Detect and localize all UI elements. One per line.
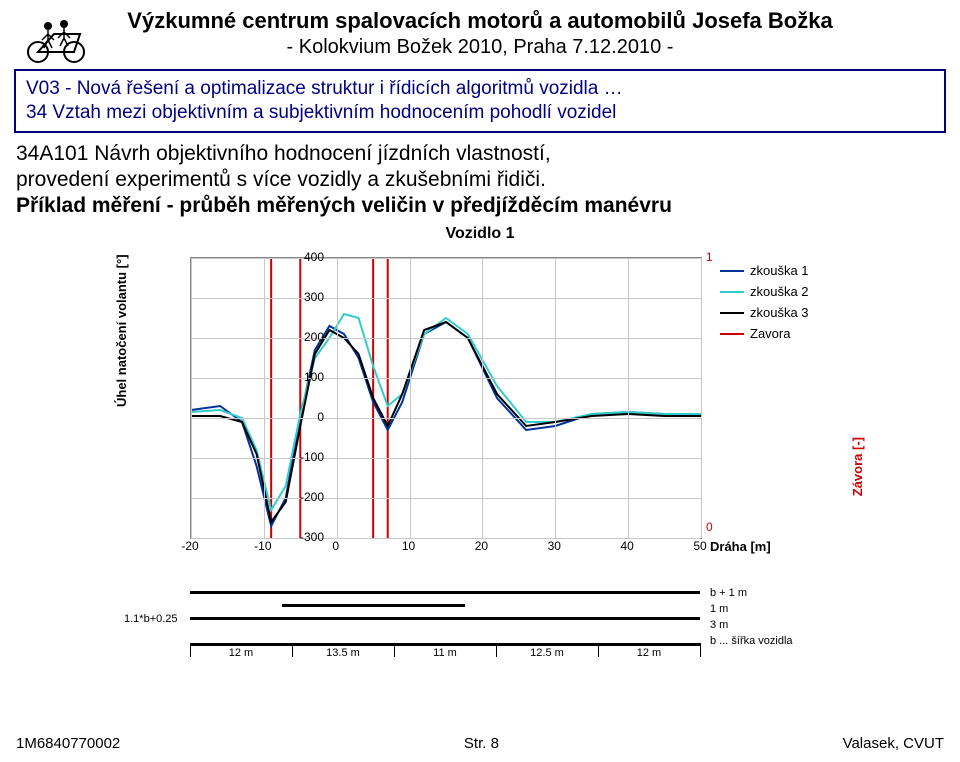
legend-swatch xyxy=(720,270,744,272)
x-tick: 40 xyxy=(612,539,642,553)
x-tick: 30 xyxy=(539,539,569,553)
x-tick: 10 xyxy=(394,539,424,553)
footer-center: Str. 8 xyxy=(464,735,499,752)
x-tick: 20 xyxy=(466,539,496,553)
legend-label: zkouška 3 xyxy=(750,305,809,320)
box-line-2: 34 Vztah mezi objektivním a subjektivním… xyxy=(26,101,934,125)
x-tick: -20 xyxy=(175,539,205,553)
section-box: V03 - Nová řešení a optimalizace struktu… xyxy=(14,69,946,133)
track-side-label: 1 m xyxy=(710,603,728,615)
track-formula: 1.1*b+0.25 xyxy=(124,613,178,625)
body-line-1b: provedení experimentů s více vozidly a z… xyxy=(16,167,944,193)
y-tick: 400 xyxy=(274,250,324,264)
y-tick: 300 xyxy=(274,290,324,304)
legend-label: zkouška 2 xyxy=(750,284,809,299)
chart-traces-svg xyxy=(191,258,701,538)
footer-left: 1M6840770002 xyxy=(16,735,120,752)
y-tick: -300 xyxy=(274,530,324,544)
chart-title: Vozidlo 1 xyxy=(120,225,840,243)
legend-label: Zavora xyxy=(750,326,790,341)
legend-swatch xyxy=(720,333,744,335)
legend-item: zkouška 2 xyxy=(720,284,830,299)
y-tick: 0 xyxy=(274,410,324,424)
track-side-label: b ... šířka vozidla xyxy=(710,635,793,647)
body-text: 34A101 Návrh objektivního hodnocení jízd… xyxy=(16,141,944,220)
y2-axis-label: Závora [-] xyxy=(850,437,865,496)
footer-right: Valasek, CVUT xyxy=(843,735,944,752)
legend-item: Zavora xyxy=(720,326,830,341)
track-dim: 12.5 m xyxy=(496,647,598,659)
legend-item: zkouška 1 xyxy=(720,263,830,278)
y-tick: 100 xyxy=(274,370,324,384)
logo-icon xyxy=(20,12,96,71)
legend-item: zkouška 3 xyxy=(720,305,830,320)
track-dim: 11 m xyxy=(394,647,496,659)
legend-label: zkouška 1 xyxy=(750,263,809,278)
plot-frame: Úhel natočení volantu [°] Závora [-] -30… xyxy=(120,247,840,567)
track-dim: 12 m xyxy=(598,647,700,659)
y-axis-label: Úhel natočení volantu [°] xyxy=(114,255,129,408)
plot-area xyxy=(190,257,702,539)
y-tick: -100 xyxy=(274,450,324,464)
page-footer: 1M6840770002 Str. 8 Valasek, CVUT xyxy=(16,735,944,752)
y-tick: 200 xyxy=(274,330,324,344)
page-title-2: - Kolokvium Božek 2010, Praha 7.12.2010 … xyxy=(12,36,948,59)
x-axis-label: Dráha [m] xyxy=(710,539,771,554)
page-header: Výzkumné centrum spalovacích motorů a au… xyxy=(0,0,960,65)
box-line-1: V03 - Nová řešení a optimalizace struktu… xyxy=(26,77,934,101)
body-line-1a: 34A101 Návrh objektivního hodnocení jízd… xyxy=(16,141,944,167)
legend-swatch xyxy=(720,312,744,314)
chart-legend: zkouška 1 zkouška 2 zkouška 3 Zavora xyxy=(720,257,830,347)
track-side-label: 3 m xyxy=(710,619,728,631)
x-tick: -10 xyxy=(248,539,278,553)
page-title-1: Výzkumné centrum spalovacích motorů a au… xyxy=(12,8,948,34)
track-diagram: 12 m13.5 m11 m12.5 m12 mb + 1 m1 m3 mb .… xyxy=(120,583,840,661)
x-tick: 0 xyxy=(321,539,351,553)
track-dim: 13.5 m xyxy=(292,647,394,659)
chart: Vozidlo 1 Úhel natočení volantu [°] Závo… xyxy=(120,225,840,567)
track-side-label: b + 1 m xyxy=(710,587,747,599)
track-dim: 12 m xyxy=(190,647,292,659)
body-line-2: Příklad měření - průběh měřených veličin… xyxy=(16,193,944,219)
y-tick: -200 xyxy=(274,490,324,504)
legend-swatch xyxy=(720,291,744,293)
y2-tick: 0 xyxy=(706,520,726,534)
